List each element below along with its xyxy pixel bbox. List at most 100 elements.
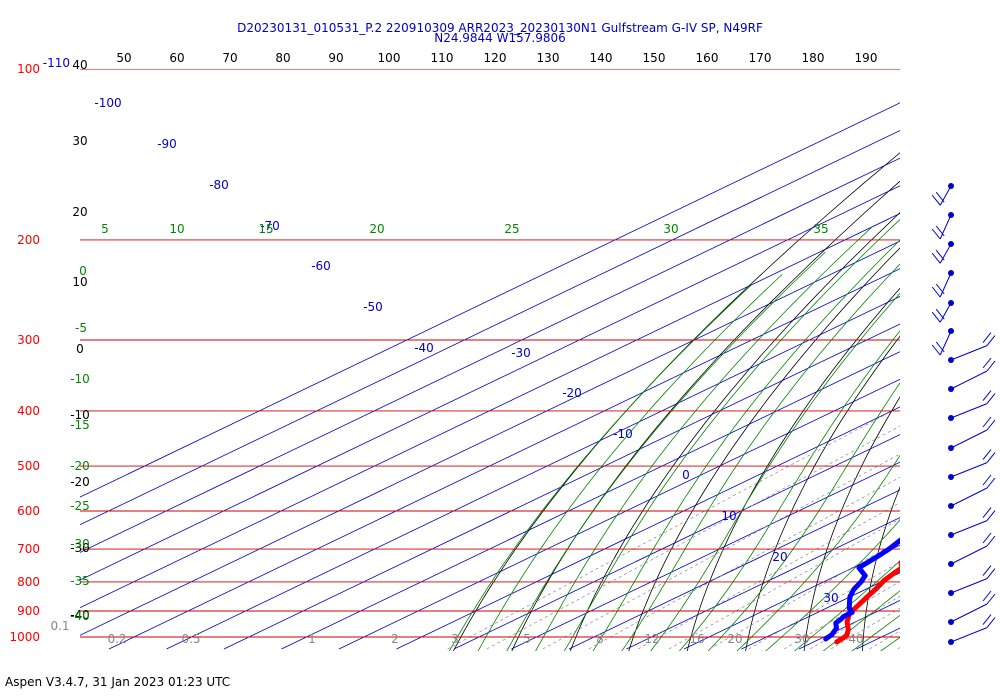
mixing-ratio-label: 5 bbox=[523, 632, 531, 646]
wind-barb-feather bbox=[986, 360, 996, 372]
isotherm-label: -40 bbox=[414, 341, 434, 355]
dry-adiabat-line bbox=[452, 152, 900, 651]
wind-barb-feather bbox=[982, 614, 992, 625]
isotherm-label: -30 bbox=[511, 346, 531, 360]
moist-adiabat-line bbox=[621, 263, 900, 651]
chart-title: D20230131_010531_P.2 220910309 ARR2023_2… bbox=[237, 21, 763, 35]
top-axis-tick-label: 90 bbox=[328, 51, 343, 65]
wind-barb-feather bbox=[931, 228, 941, 240]
dry-adiabat-line bbox=[745, 335, 900, 651]
mixing-ratio-line bbox=[447, 410, 893, 650]
wind-barb-staff bbox=[939, 330, 952, 356]
wind-barb-staff bbox=[950, 627, 988, 643]
temperature-series bbox=[834, 559, 900, 645]
isotherm-line bbox=[396, 406, 900, 650]
temperature-tick-label: -30 bbox=[70, 541, 90, 555]
wind-barb-feather bbox=[931, 344, 941, 356]
adiabat-label: 30 bbox=[663, 222, 678, 236]
moist-adiabat-line bbox=[477, 274, 783, 651]
dry-adiabat-line bbox=[803, 396, 900, 651]
top-axis-tick-label: 150 bbox=[643, 51, 666, 65]
wind-barb-feather bbox=[931, 252, 941, 264]
dry-adiabat-line bbox=[569, 212, 900, 651]
isotherm-line bbox=[281, 351, 900, 650]
isobar-extra-label: -110 bbox=[43, 56, 70, 70]
wind-barb-feather bbox=[982, 507, 992, 518]
mixing-ratio-label: 0.2 bbox=[107, 632, 126, 646]
top-axis-tick-label: 160 bbox=[696, 51, 719, 65]
wind-barb-feather bbox=[982, 449, 992, 460]
isotherm-label: 30 bbox=[823, 591, 838, 605]
top-axis-tick-label: 100 bbox=[378, 51, 401, 65]
isobar-label: 1000 bbox=[9, 630, 40, 644]
isobar-label: 600 bbox=[17, 504, 40, 518]
isotherm-line bbox=[80, 185, 900, 581]
isotherm-label: 20 bbox=[772, 550, 787, 564]
wind-barb-staff bbox=[939, 185, 952, 206]
top-axis-tick-label: 60 bbox=[169, 51, 184, 65]
temperature-tick-label: -20 bbox=[70, 475, 90, 489]
isotherm-line bbox=[80, 240, 900, 636]
mixing-ratio-label: 0.5 bbox=[181, 632, 200, 646]
wind-barb-staff bbox=[950, 462, 988, 478]
isotherm-line bbox=[453, 434, 900, 650]
wind-barb-feather bbox=[986, 477, 996, 489]
wind-barb-feather bbox=[935, 283, 945, 295]
isotherm-label: 10 bbox=[721, 509, 736, 523]
mixing-ratio-line bbox=[588, 476, 900, 650]
isobar-label: 400 bbox=[17, 404, 40, 418]
wind-barb-feather bbox=[986, 452, 996, 463]
isotherm-line bbox=[914, 69, 1000, 649]
temperature-tick-label: 30 bbox=[72, 134, 87, 148]
mixing-ratio-label: 8 bbox=[596, 632, 604, 646]
footer-version: Aspen V3.4.7, 31 Jan 2023 01:23 UTC bbox=[5, 675, 231, 689]
adiabat-label: 5 bbox=[101, 222, 109, 236]
isobar-label: 500 bbox=[17, 459, 40, 473]
wind-barb-staff bbox=[939, 243, 952, 264]
adiabat-label: 20 bbox=[369, 222, 384, 236]
mixing-ratio-label: 0.1 bbox=[50, 619, 69, 633]
temperature-tick-label: 20 bbox=[72, 205, 87, 219]
isotherm-line bbox=[568, 489, 900, 650]
mixing-ratio-line bbox=[830, 607, 900, 650]
moist-adiabat-line bbox=[506, 251, 826, 651]
isotherm-line bbox=[80, 212, 900, 609]
wind-barb-feather bbox=[982, 357, 992, 369]
wind-barb-feather bbox=[986, 593, 996, 605]
top-axis-tick-label: 50 bbox=[116, 51, 131, 65]
moist-adiabat-line bbox=[592, 239, 900, 651]
wind-barb-staff bbox=[950, 578, 988, 594]
dry-adiabat-line bbox=[511, 180, 900, 651]
wind-barb-feather bbox=[935, 341, 945, 353]
isotherm-label: -90 bbox=[157, 137, 177, 151]
top-axis-tick-label: 80 bbox=[275, 51, 290, 65]
adiabat-label: -15 bbox=[70, 418, 90, 432]
moist-adiabat-line bbox=[822, 590, 900, 651]
isotherm-label: -20 bbox=[562, 386, 582, 400]
temperature-tick-label: 10 bbox=[72, 275, 87, 289]
wind-barb-feather bbox=[982, 332, 992, 343]
top-axis-tick-label: 70 bbox=[222, 51, 237, 65]
wind-barb-feather bbox=[935, 249, 945, 261]
mixing-ratio-line bbox=[709, 539, 900, 650]
isotherm-line bbox=[511, 461, 900, 650]
temperature-tick-label: -40 bbox=[70, 608, 90, 622]
mixing-ratio-label: 3 bbox=[451, 632, 459, 646]
mixing-ratio-line bbox=[542, 453, 900, 650]
top-axis-tick-label: 180 bbox=[802, 51, 825, 65]
mixing-ratio-label: 40 bbox=[848, 632, 863, 646]
adiabat-label: -35 bbox=[70, 574, 90, 588]
isotherm-line bbox=[338, 378, 900, 650]
isotherm-line bbox=[166, 295, 900, 650]
adiabat-label: 15 bbox=[258, 222, 273, 236]
temperature-tick-label: 0 bbox=[76, 342, 84, 356]
wind-barb-column bbox=[931, 183, 996, 645]
isobar-label: 900 bbox=[17, 604, 40, 618]
wind-barb-staff bbox=[950, 403, 988, 419]
moist-adiabat-line bbox=[909, 69, 1000, 651]
isotherm-label: -70 bbox=[260, 219, 280, 233]
moist-adiabat-line bbox=[880, 636, 900, 651]
wind-barb-staff bbox=[939, 272, 952, 298]
dewpoint-series bbox=[823, 537, 900, 642]
